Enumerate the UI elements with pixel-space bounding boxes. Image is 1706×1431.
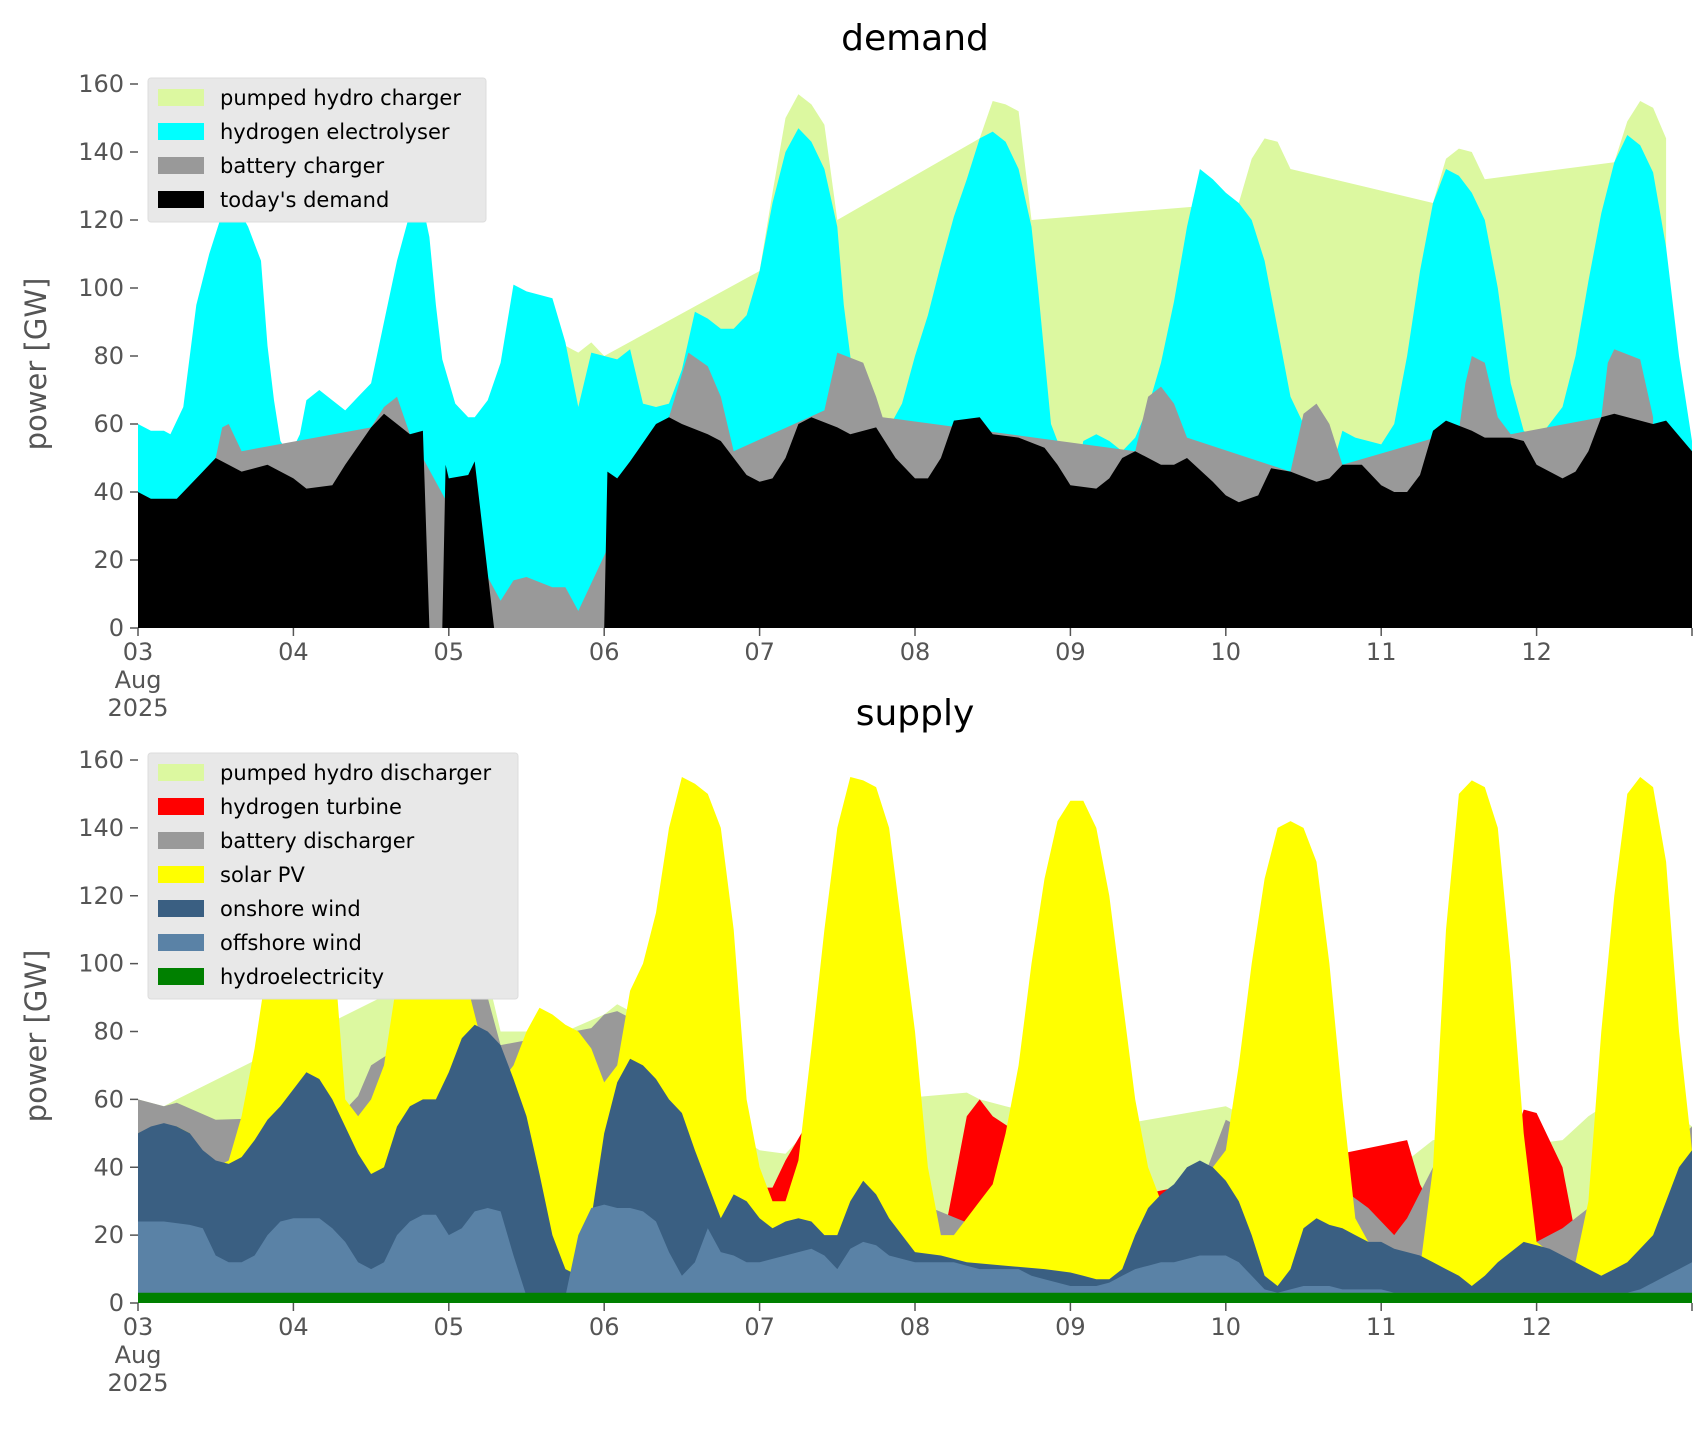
demand-legend-swatch-pumped-hydro-charger	[158, 89, 204, 106]
supply-xtick-label: 08	[900, 1313, 931, 1341]
demand-xtick-label: 03	[123, 638, 154, 666]
supply-ytick-label: 160	[78, 746, 124, 774]
supply-ytick-label: 0	[109, 1289, 124, 1317]
supply-area-hydroelectricity	[138, 1292, 1692, 1303]
demand-ytick-label: 40	[93, 478, 124, 506]
demand-legend-swatch-battery-charger	[158, 157, 204, 174]
supply-ytick-label: 140	[78, 814, 124, 842]
demand-legend-label-today-s-demand: today's demand	[220, 188, 389, 212]
demand-xtick-label: 07	[744, 638, 775, 666]
demand-legend-label-pumped-hydro-charger: pumped hydro charger	[220, 86, 461, 110]
supply-legend-label-solar-pv: solar PV	[220, 863, 305, 887]
supply-xtick-year: 2025	[107, 1369, 168, 1397]
supply-legend-label-hydroelectricity: hydroelectricity	[220, 965, 384, 989]
demand-panel: demand power [GW] 0204060801001201401600…	[19, 18, 1693, 722]
supply-legend-swatch-battery-discharger	[158, 832, 204, 849]
demand-xtick-label: 06	[589, 638, 620, 666]
supply-ytick-label: 120	[78, 882, 124, 910]
demand-plot-area	[138, 94, 1692, 628]
supply-legend-label-pumped-hydro-discharger: pumped hydro discharger	[220, 761, 491, 785]
supply-title: supply	[856, 693, 975, 734]
demand-xtick-month: Aug	[115, 666, 162, 694]
demand-legend-swatch-today-s-demand	[158, 191, 204, 208]
supply-legend: pumped hydro discharger hydrogen turbine b…	[147, 752, 519, 1000]
demand-legend-box	[147, 77, 487, 223]
demand-ytick-label: 160	[78, 70, 124, 98]
demand-ylabel: power [GW]	[19, 278, 53, 451]
supply-area-onshore-wind	[138, 1024, 1692, 1303]
supply-ylabel: power [GW]	[19, 950, 53, 1123]
demand-ytick-label: 20	[93, 546, 124, 574]
demand-xtick-label: 11	[1366, 638, 1397, 666]
supply-panel: supply power [GW] 0204060801001201401600…	[19, 693, 1693, 1397]
demand-legend: pumped hydro charger hydrogen electrolyse…	[147, 77, 487, 223]
demand-ytick-label: 0	[109, 614, 124, 642]
demand-ytick-label: 60	[93, 410, 124, 438]
demand-xtick-label: 04	[278, 638, 309, 666]
supply-legend-swatch-offshore-wind	[158, 934, 204, 951]
supply-legend-label-battery-discharger: battery discharger	[220, 829, 415, 853]
demand-title: demand	[841, 18, 989, 59]
supply-ytick-label: 20	[93, 1221, 124, 1249]
demand-xtick-year: 2025	[107, 694, 168, 722]
supply-legend-swatch-pumped-hydro-discharger	[158, 764, 204, 781]
demand-ytick-label: 80	[93, 342, 124, 370]
supply-xtick-label: 06	[589, 1313, 620, 1341]
demand-legend-label-hydrogen-electrolyser: hydrogen electrolyser	[220, 120, 450, 144]
supply-xtick-label: 07	[744, 1313, 775, 1341]
demand-xtick-label: 08	[900, 638, 931, 666]
supply-legend-box	[147, 752, 519, 1000]
supply-legend-swatch-solar-pv	[158, 866, 204, 883]
demand-legend-swatch-hydrogen-electrolyser	[158, 123, 204, 140]
demand-xtick-label: 09	[1055, 638, 1086, 666]
supply-legend-swatch-hydrogen-turbine	[158, 798, 204, 815]
supply-ytick-label: 100	[78, 950, 124, 978]
demand-xtick-label: 12	[1521, 638, 1552, 666]
supply-plot-area	[138, 777, 1692, 1303]
supply-xtick-label: 05	[434, 1313, 465, 1341]
supply-xtick-label: 03	[123, 1313, 154, 1341]
supply-xtick-label: 12	[1521, 1313, 1552, 1341]
supply-xtick-label: 11	[1366, 1313, 1397, 1341]
demand-area-today-s-demand	[138, 413, 1692, 628]
demand-ytick-label: 140	[78, 138, 124, 166]
supply-xtick-label: 09	[1055, 1313, 1086, 1341]
demand-xtick-label: 10	[1211, 638, 1242, 666]
supply-legend-swatch-hydroelectricity	[158, 968, 204, 985]
supply-ytick-label: 80	[93, 1018, 124, 1046]
supply-legend-label-onshore-wind: onshore wind	[220, 897, 361, 921]
demand-ytick-label: 120	[78, 206, 124, 234]
supply-legend-label-offshore-wind: offshore wind	[220, 931, 362, 955]
supply-ytick-label: 40	[93, 1153, 124, 1181]
supply-legend-label-hydrogen-turbine: hydrogen turbine	[220, 795, 402, 819]
supply-xtick-month: Aug	[115, 1341, 162, 1369]
supply-xtick-label: 04	[278, 1313, 309, 1341]
supply-ytick-label: 60	[93, 1085, 124, 1113]
supply-legend-swatch-onshore-wind	[158, 900, 204, 917]
demand-ytick-label: 100	[78, 274, 124, 302]
demand-xtick-label: 05	[434, 638, 465, 666]
supply-xtick-label: 10	[1211, 1313, 1242, 1341]
demand-legend-label-battery-charger: battery charger	[220, 154, 385, 178]
